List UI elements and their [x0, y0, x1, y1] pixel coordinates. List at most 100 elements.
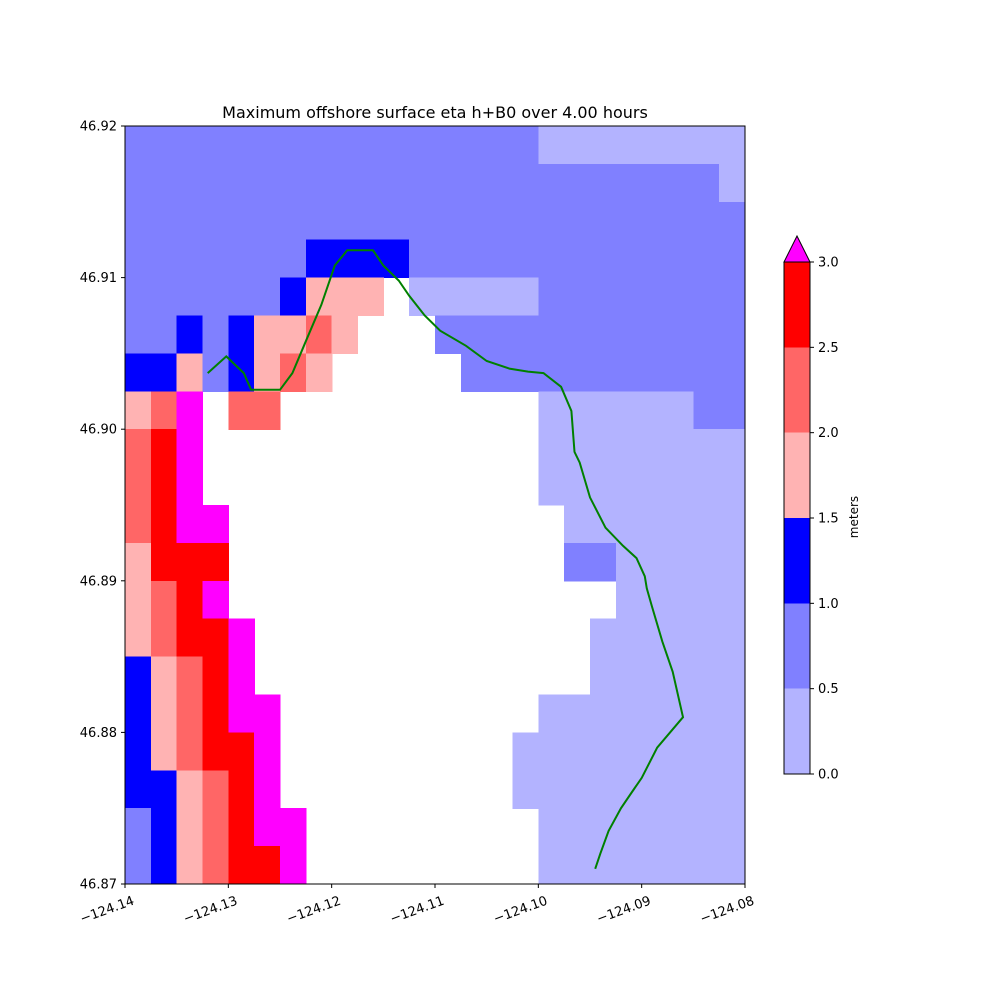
heatmap-cell [512, 277, 539, 317]
heatmap-cell [280, 808, 307, 847]
heatmap-cell [125, 391, 152, 430]
heatmap-cell [228, 201, 255, 241]
coastline-line [207, 249, 685, 870]
coastline [207, 249, 685, 870]
heatmap-cell [435, 163, 462, 203]
heatmap-cell [486, 315, 514, 354]
heatmap-cell [590, 126, 617, 165]
heatmap-cell [693, 315, 720, 354]
heatmap-cell [615, 505, 643, 544]
colorbar-extend-arrow [783, 234, 811, 263]
heatmap-cell [305, 239, 333, 279]
heatmap-cell [202, 770, 229, 809]
heatmap-cell [719, 656, 745, 696]
heatmap-cell [590, 770, 617, 809]
heatmap-cell [564, 126, 591, 165]
heatmap-cell [641, 353, 669, 392]
heatmap-cell [202, 694, 229, 733]
heatmap-cell [719, 808, 745, 847]
heatmap-cell [641, 505, 669, 544]
heatmap-cell [719, 353, 745, 392]
heatmap-cell [125, 694, 152, 733]
heatmap-cell [590, 277, 617, 317]
heatmap-cell [564, 239, 591, 279]
heatmap-cell [693, 353, 720, 392]
heatmap-cell [590, 201, 617, 241]
heatmap-cell [202, 239, 229, 279]
heatmap-cell [331, 239, 359, 279]
heatmap-cell [719, 580, 745, 620]
heatmap-cell [641, 163, 669, 203]
heatmap-cell [693, 201, 720, 241]
heatmap-cell [228, 656, 255, 696]
heatmap-cell [564, 808, 591, 847]
heatmap-cell [228, 163, 255, 203]
heatmap-cell [486, 353, 514, 392]
heatmap-cell [150, 846, 178, 884]
heatmap-cell [228, 694, 255, 733]
heatmap-cell [228, 770, 255, 809]
heatmap-cell [228, 353, 255, 392]
heatmap-cell [383, 239, 410, 279]
heatmap-cell [331, 163, 359, 203]
heatmap-cell [150, 126, 178, 165]
heatmap-cell [176, 201, 204, 241]
heatmap-cell [254, 239, 281, 279]
heatmap-cell [615, 391, 643, 430]
heatmap-cell [125, 277, 152, 317]
colorbar-segment [784, 432, 810, 518]
heatmap-cell [564, 429, 591, 468]
heatmap-cell [590, 846, 617, 884]
heatmap-cell [615, 429, 643, 468]
heatmap-cell [125, 126, 152, 165]
heatmap-cell [693, 808, 720, 847]
heatmap-cell [125, 808, 152, 847]
heatmap-cell [331, 126, 359, 165]
heatmap-cell [719, 201, 745, 241]
heatmap-cell [538, 808, 565, 847]
heatmap-cell [641, 126, 669, 165]
heatmap-cell [150, 580, 178, 620]
heatmap-cell [693, 505, 720, 544]
heatmap-cell [667, 315, 694, 354]
heatmap-cell [176, 732, 204, 771]
heatmap-cell [667, 694, 694, 733]
heatmap-cell [125, 315, 152, 354]
heatmap-cell [590, 694, 617, 733]
heatmap-cell [512, 315, 539, 354]
heatmap-cell [176, 580, 204, 620]
heatmap-cell [564, 315, 591, 354]
heatmap-cell [693, 239, 720, 279]
heatmap-cell [435, 201, 462, 241]
colorbar-tick-label: 1.5 [818, 512, 839, 527]
heatmap-cell [538, 239, 565, 279]
heatmap-cell [693, 429, 720, 468]
heatmap-cell [176, 656, 204, 696]
heatmap-cell [357, 126, 384, 165]
heatmap-cell [280, 315, 307, 354]
heatmap-cell [228, 808, 255, 847]
heatmap-cell [460, 315, 488, 354]
heatmap-cell [641, 618, 669, 658]
heatmap-cell [409, 277, 436, 317]
heatmap-cell [357, 201, 384, 241]
heatmap-cell [150, 618, 178, 658]
heatmap-cell [693, 163, 720, 203]
heatmap-cell [150, 505, 178, 544]
heatmap-cell [254, 201, 281, 241]
heatmap-cell [719, 391, 745, 430]
heatmap-cell [590, 353, 617, 392]
heatmap-cell [590, 429, 617, 468]
heatmap-cell [590, 618, 617, 658]
heatmap-cell [590, 163, 617, 203]
heatmap-cell [719, 770, 745, 809]
heatmap-cell [615, 656, 643, 696]
heatmap-cell [486, 201, 514, 241]
heatmap-cell [693, 656, 720, 696]
heatmap-cell [176, 163, 204, 203]
x-tick-label: −124.12 [285, 894, 343, 927]
heatmap-cell [512, 732, 539, 771]
heatmap-cell [719, 429, 745, 468]
heatmap-cell [719, 694, 745, 733]
heatmap-cell [125, 580, 152, 620]
